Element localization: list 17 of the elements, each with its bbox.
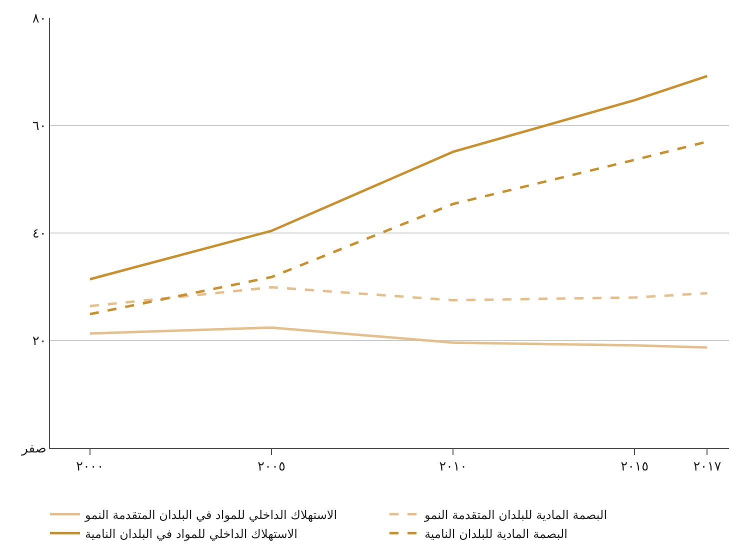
line-series <box>88 326 708 349</box>
y-tick-label: ٦٠ <box>32 119 46 134</box>
y-tick-label: ٨٠ <box>32 12 46 27</box>
legend-label: الاستهلاك الداخلي للمواد في البلدان المتقدمة النمو <box>84 508 338 522</box>
line-series <box>88 286 708 308</box>
x-tick-label: ٢٠٠٥ <box>258 460 286 475</box>
y-tick-label: صفر <box>20 442 46 457</box>
legend-label: الاستهلاك الداخلي للمواد في البلدان النامية <box>85 526 298 541</box>
legend-label: البصمة المادية للبلدان المتقدمة النمو <box>424 508 608 522</box>
line-series <box>88 74 708 280</box>
legend-label: البصمة المادية للبلدان النامية <box>424 526 568 541</box>
x-tick-label: ٢٠١٥ <box>620 460 649 475</box>
y-tick-label: ٤٠ <box>32 226 46 242</box>
x-tick-label: ٢٠١٠ <box>439 460 468 475</box>
y-tick-label: ٢٠ <box>32 334 46 350</box>
x-tick-label: ٢٠٠٠ <box>76 460 104 475</box>
x-tick-label: ٢٠١٧ <box>693 460 722 475</box>
